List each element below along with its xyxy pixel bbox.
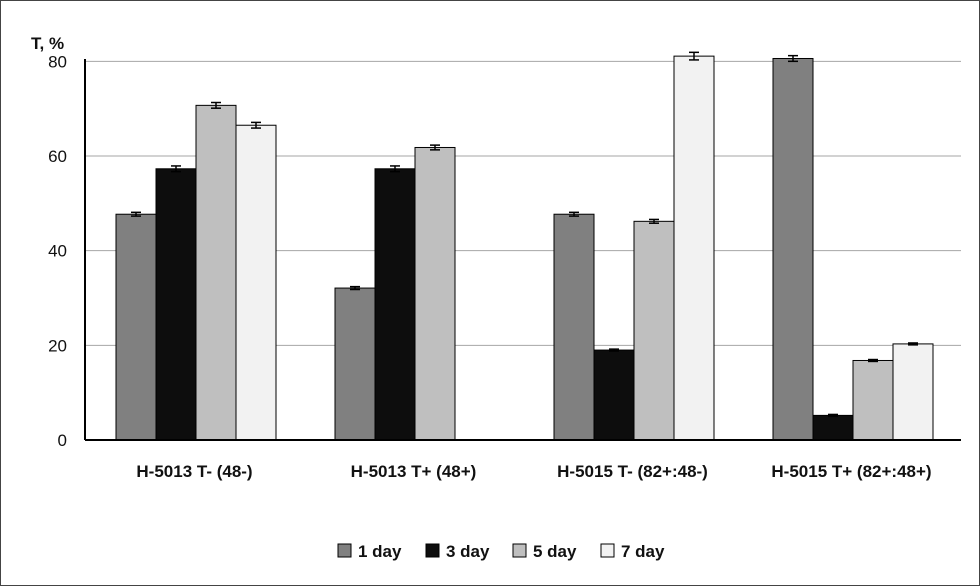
- legend-item: 5 day: [512, 542, 577, 561]
- x-category-label: H-5015 T+ (82+:48+): [771, 462, 931, 481]
- legend-label: 3 day: [446, 542, 490, 561]
- error-bar: [430, 144, 440, 151]
- bar: [772, 57, 814, 441]
- y-tick-label: 60: [48, 147, 67, 166]
- bar: [673, 55, 715, 441]
- error-bar: [689, 51, 699, 61]
- bar: [892, 343, 934, 441]
- y-axis-label: T, %: [31, 34, 64, 53]
- error-bar: [251, 121, 261, 129]
- legend-label: 7 day: [621, 542, 665, 561]
- error-bar: [131, 211, 141, 217]
- error-bar: [609, 348, 619, 352]
- error-bars: [131, 51, 918, 418]
- legend-swatch: [512, 543, 527, 558]
- error-bar: [788, 54, 798, 63]
- bar: [334, 287, 376, 441]
- x-category-label: H-5013 T+ (48+): [351, 462, 477, 481]
- y-tick-label: 40: [48, 242, 67, 261]
- bar: [374, 168, 416, 441]
- category-labels: H-5013 T- (48-) H-5013 T+ (48+) H-5015 T- …: [136, 462, 931, 481]
- bar: [852, 359, 894, 441]
- y-tick-label: 80: [48, 52, 67, 71]
- x-category-label: H-5013 T- (48-): [136, 462, 252, 481]
- error-bar: [211, 101, 221, 109]
- error-bar: [350, 285, 360, 291]
- bar: [633, 220, 675, 441]
- bar: [195, 104, 237, 441]
- legend-item: 1 day: [337, 542, 402, 561]
- error-bar: [908, 342, 918, 346]
- bar: [235, 124, 277, 441]
- legend-item: 7 day: [600, 542, 665, 561]
- bar: [553, 213, 595, 441]
- bar: [812, 414, 854, 441]
- bar: [593, 349, 635, 441]
- error-bar: [569, 211, 579, 217]
- bar: [155, 168, 197, 441]
- legend-swatch: [425, 543, 440, 558]
- y-tick-label: 20: [48, 336, 67, 355]
- legend: 1 day 3 day 5 day 7 day: [337, 542, 665, 561]
- error-bar: [828, 413, 838, 418]
- bars: [115, 55, 934, 441]
- bar: [115, 213, 157, 441]
- legend-label: 5 day: [533, 542, 577, 561]
- bar: [414, 146, 456, 441]
- error-bar: [171, 165, 181, 173]
- legend-swatch: [337, 543, 352, 558]
- y-axis-ticks: 0 20 40 60 80: [48, 52, 67, 450]
- error-bar: [390, 165, 400, 173]
- error-bar: [649, 218, 659, 224]
- error-bar: [868, 358, 878, 363]
- legend-swatch: [600, 543, 615, 558]
- x-category-label: H-5015 T- (82+:48-): [557, 462, 708, 481]
- legend-item: 3 day: [425, 542, 490, 561]
- legend-label: 1 day: [358, 542, 402, 561]
- y-tick-label: 0: [58, 431, 67, 450]
